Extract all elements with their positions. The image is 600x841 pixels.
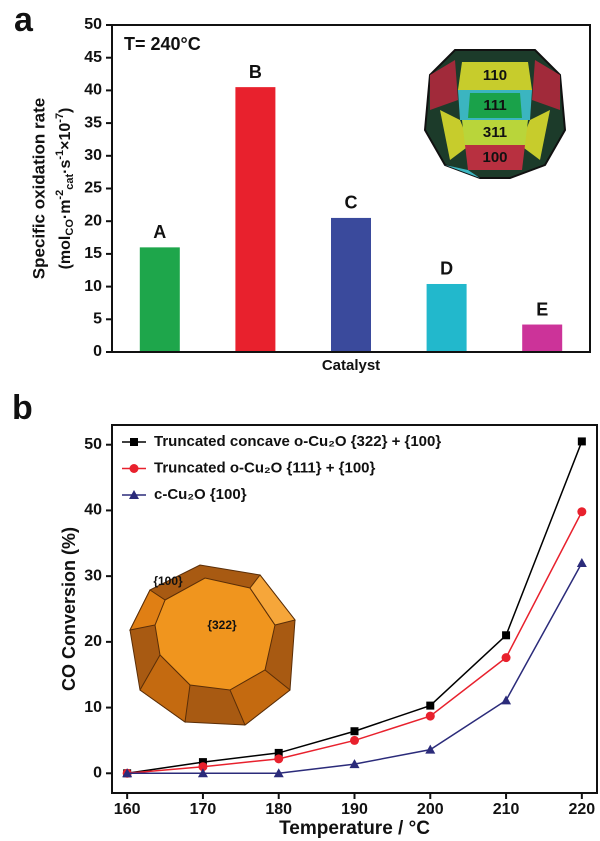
x-tick-label: 200	[417, 801, 444, 818]
bar	[140, 247, 180, 352]
y-axis-label-part: cat	[64, 174, 76, 190]
inset-label: 111	[483, 97, 506, 114]
marker	[274, 754, 283, 763]
figure: a 0 5 10 15 20 25 30 35 40 45 50 A B C D E T= 240°C Cataly…	[0, 0, 600, 841]
y-axis-label-part: -7	[54, 113, 66, 123]
legend-label: Truncated concave o-Cu₂O {322} + {100}	[154, 433, 441, 450]
y-axis-label: Specific oxidation rate	[29, 98, 48, 279]
marker	[426, 712, 435, 721]
x-tick-label: 180	[265, 801, 292, 818]
y-tick-label: 35	[84, 114, 102, 131]
y-axis-label-part: -2	[54, 190, 66, 200]
y-tick-label: 5	[93, 311, 102, 328]
marker	[577, 558, 587, 567]
bar-label: D	[440, 259, 453, 279]
y-tick-label: 30	[84, 147, 102, 164]
inset-label: 100	[482, 149, 507, 166]
y-tick-label: 50	[84, 436, 102, 453]
y-tick-label: 45	[84, 49, 102, 66]
x-tick-label: 190	[341, 801, 368, 818]
inset-label: {322}	[207, 618, 237, 632]
marker	[502, 653, 511, 662]
panel-label: b	[12, 389, 33, 427]
marker	[578, 437, 586, 445]
marker	[351, 727, 359, 735]
bar-label: B	[249, 62, 262, 82]
inset-label: 110	[483, 67, 507, 84]
y-tick-label: 20	[84, 212, 102, 229]
bar-label: C	[345, 193, 358, 213]
y-tick-label: 0	[93, 765, 102, 782]
x-tick-label: 210	[493, 801, 520, 818]
y-axis-label-part: -1	[54, 150, 66, 160]
x-axis-label: Catalyst	[322, 357, 380, 374]
marker	[502, 631, 510, 639]
marker	[425, 745, 435, 754]
x-tick-label: 220	[568, 801, 595, 818]
panel-label: a	[14, 1, 34, 39]
x-axis-label: Temperature / °C	[279, 818, 430, 839]
legend-label: Truncated o-Cu₂O {111} + {100}	[154, 459, 376, 476]
y-axis-label-part: (mol	[57, 236, 74, 270]
y-tick-label: 15	[84, 245, 102, 262]
y-axis-label: (molCO·m-2cat·s-1×10-7)	[54, 108, 76, 270]
marker	[130, 438, 138, 446]
y-tick-label: 10	[84, 699, 102, 716]
marker	[350, 736, 359, 745]
inset-polyhedron-b	[130, 565, 295, 725]
y-tick-label: 40	[84, 82, 102, 99]
y-axis-label-part: ×10	[57, 123, 74, 150]
bar-label: E	[536, 299, 548, 319]
y-tick-label: 20	[84, 633, 102, 650]
annotation: T= 240°C	[124, 34, 201, 54]
legend-label: c-Cu₂O {100}	[154, 486, 247, 503]
marker	[577, 507, 586, 516]
inset-label: 311	[483, 124, 507, 141]
y-tick-label: 25	[84, 180, 102, 197]
marker	[426, 702, 434, 710]
y-axis-label-part: ·s	[57, 160, 74, 174]
bar-label: A	[153, 222, 166, 242]
y-tick-label: 10	[84, 278, 102, 295]
bar	[522, 325, 562, 352]
bar	[427, 284, 467, 352]
y-axis-label-part: )	[57, 108, 74, 113]
marker	[130, 464, 139, 473]
y-tick-label: 0	[93, 343, 102, 360]
bar	[235, 87, 275, 352]
x-tick-label: 170	[190, 801, 217, 818]
y-tick-label: 50	[84, 16, 102, 33]
inset-label: {100}	[153, 574, 183, 588]
y-axis-label: CO Conversion (%)	[59, 527, 79, 691]
x-tick-label: 160	[114, 801, 141, 818]
y-tick-label: 30	[84, 567, 102, 584]
y-axis-label-part: ·m	[57, 200, 74, 220]
bar	[331, 218, 371, 352]
marker	[501, 695, 511, 704]
y-tick-label: 40	[84, 502, 102, 519]
y-axis-label-part: CO	[64, 219, 76, 236]
